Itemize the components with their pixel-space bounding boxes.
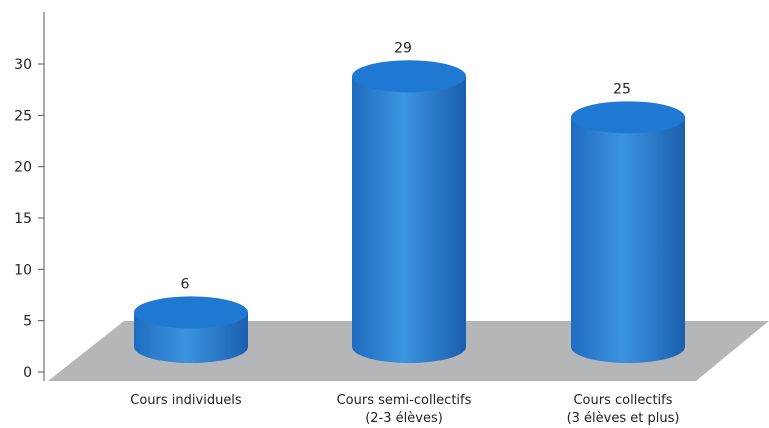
bar-top bbox=[352, 60, 466, 93]
data-label: 25 bbox=[613, 81, 631, 97]
bar-body bbox=[352, 76, 466, 364]
bars: 6 29 25 bbox=[134, 40, 685, 364]
bar-top bbox=[134, 296, 248, 329]
category-label: Cours collectifs bbox=[573, 393, 672, 408]
category-label: Cours semi-collectifs bbox=[337, 393, 472, 408]
y-tick-label: 20 bbox=[14, 160, 32, 176]
y-tick-label: 10 bbox=[14, 262, 32, 278]
data-label: 6 bbox=[181, 276, 190, 292]
y-tick-label: 5 bbox=[23, 314, 32, 330]
y-tick-label: 30 bbox=[14, 57, 32, 73]
bar bbox=[134, 296, 248, 363]
data-label: 29 bbox=[394, 40, 412, 56]
category-label: (2-3 élèves) bbox=[365, 411, 443, 426]
y-axis-ticks: 0 5 10 15 20 25 30 bbox=[14, 57, 44, 381]
bar-body bbox=[571, 117, 685, 363]
bar bbox=[571, 101, 685, 363]
y-tick-label: 0 bbox=[23, 365, 32, 381]
category-label: Cours individuels bbox=[130, 393, 242, 408]
bar-top bbox=[571, 101, 685, 134]
category-labels: Cours individuels Cours semi-collectifs (2… bbox=[130, 393, 679, 426]
y-tick-label: 25 bbox=[14, 108, 32, 124]
bar bbox=[352, 60, 466, 364]
y-tick-label: 15 bbox=[14, 211, 32, 227]
category-label: (3 élèves et plus) bbox=[567, 411, 680, 426]
